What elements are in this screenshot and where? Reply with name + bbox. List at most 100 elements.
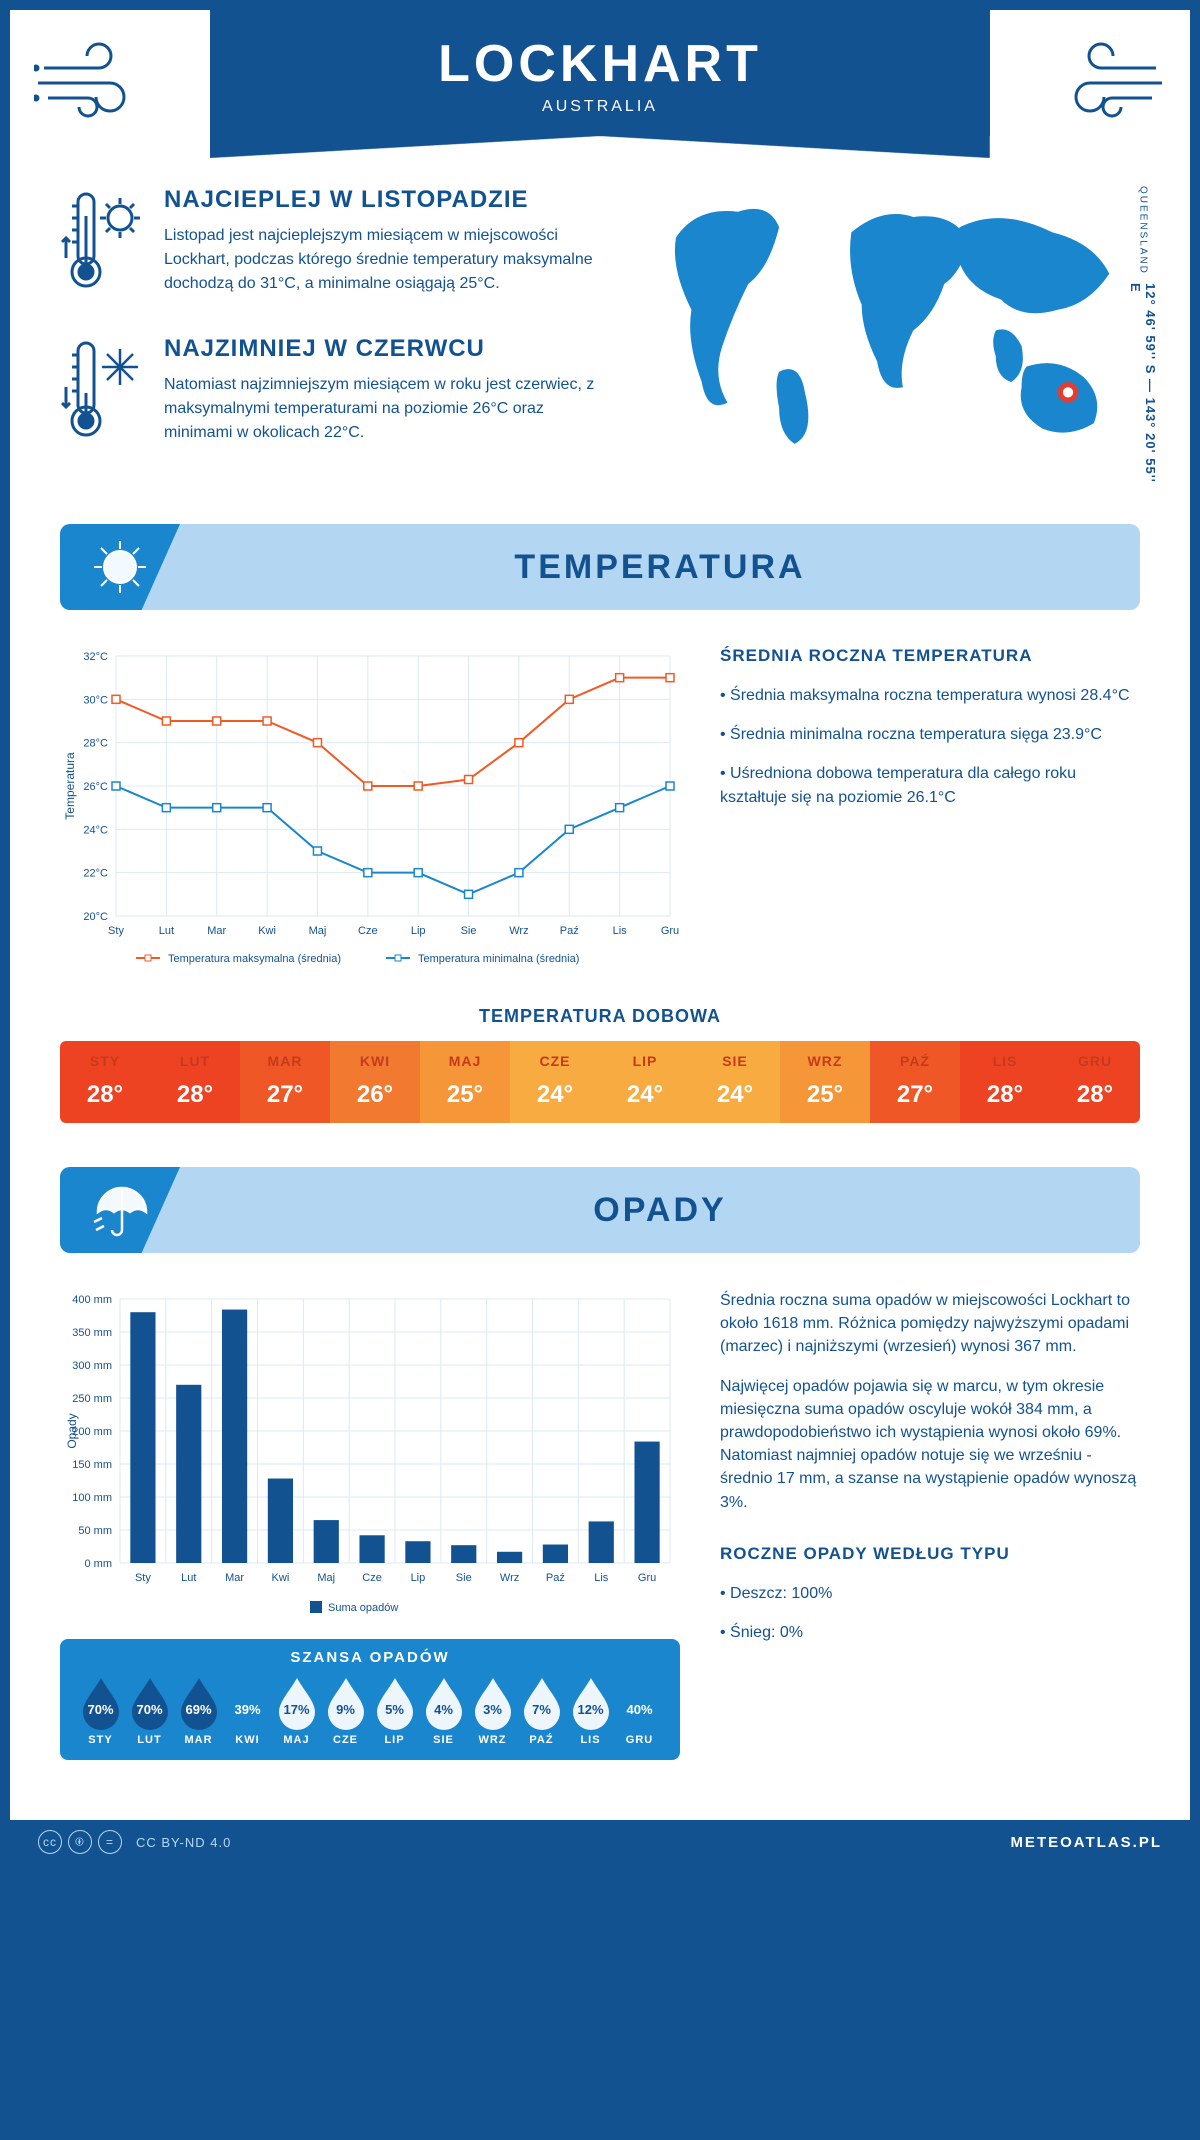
daily-temp-cell: LIP24°: [600, 1041, 690, 1123]
header: LOCKHART AUSTRALIA: [10, 10, 1190, 136]
temperature-banner: TEMPERATURA: [60, 524, 1140, 610]
svg-text:Cze: Cze: [358, 925, 378, 937]
svg-text:26°C: 26°C: [83, 781, 108, 793]
license-text: CC BY-ND 4.0: [136, 1835, 231, 1850]
rain-chance-drop: 39% KWI: [225, 1676, 270, 1746]
daily-temp-cell: LUT28°: [150, 1041, 240, 1123]
svg-text:Sie: Sie: [461, 925, 477, 937]
svg-text:Sty: Sty: [135, 1572, 151, 1584]
svg-text:Temperatura maksymalna (średni: Temperatura maksymalna (średnia): [168, 953, 341, 965]
daily-temp-cell: KWI26°: [330, 1041, 420, 1123]
svg-text:400 mm: 400 mm: [72, 1294, 112, 1306]
svg-text:Mar: Mar: [207, 925, 226, 937]
svg-text:Lip: Lip: [411, 1572, 426, 1584]
rain-summary: Średnia roczna suma opadów w miejscowośc…: [720, 1289, 1140, 1760]
svg-text:Lip: Lip: [411, 925, 426, 937]
svg-text:Gru: Gru: [638, 1572, 656, 1584]
warmest-body: Listopad jest najcieplejszym miesiącem w…: [164, 224, 605, 296]
rain-chance-panel: SZANSA OPADÓW 70% STY 70% LUT 69% MAR 39…: [60, 1639, 680, 1760]
rain-chance-drop: 12% LIS: [568, 1676, 613, 1746]
svg-text:350 mm: 350 mm: [72, 1327, 112, 1339]
svg-text:24°C: 24°C: [83, 824, 108, 836]
svg-text:300 mm: 300 mm: [72, 1360, 112, 1372]
rain-bar-chart: 0 mm50 mm100 mm150 mm200 mm250 mm300 mm3…: [60, 1289, 680, 1760]
temperature-bullet: • Uśredniona dobowa temperatura dla całe…: [720, 762, 1140, 808]
svg-text:Temperatura: Temperatura: [63, 752, 77, 820]
svg-text:Lis: Lis: [613, 925, 628, 937]
svg-text:150 mm: 150 mm: [72, 1459, 112, 1471]
daily-temp-cell: MAR27°: [240, 1041, 330, 1123]
rain-chance-drop: 70% LUT: [127, 1676, 172, 1746]
cc-icons: cc🅯=: [38, 1830, 122, 1854]
svg-text:Sty: Sty: [108, 925, 124, 937]
world-map: [645, 186, 1140, 459]
rain-type-line: • Deszcz: 100%: [720, 1582, 1140, 1605]
coldest-block: NAJZIMNIEJ W CZERWCU Natomiast najzimnie…: [60, 335, 605, 450]
daily-temp-cell: STY28°: [60, 1041, 150, 1123]
coldest-title: NAJZIMNIEJ W CZERWCU: [164, 335, 605, 363]
rain-type-line: • Śnieg: 0%: [720, 1621, 1140, 1644]
thermometer-sun-icon: [60, 186, 146, 301]
svg-text:Opady: Opady: [65, 1413, 79, 1448]
temperature-line-chart: 20°C 22°C 24°C 26°C 28°C 30°C 32°C Sty Lut Mar Kwi…: [60, 646, 680, 976]
svg-text:Kwi: Kwi: [258, 925, 276, 937]
rain-chance-drop: 7% PAŹ: [519, 1676, 564, 1746]
rain-chance-drop: 69% MAR: [176, 1676, 221, 1746]
daily-temp-cell: GRU28°: [1050, 1041, 1140, 1123]
sun-icon: [60, 524, 180, 610]
svg-text:28°C: 28°C: [83, 738, 108, 750]
svg-text:Mar: Mar: [225, 1572, 244, 1584]
svg-text:Wrz: Wrz: [500, 1572, 519, 1584]
svg-text:22°C: 22°C: [83, 868, 108, 880]
svg-text:Lut: Lut: [159, 925, 174, 937]
thermometer-snow-icon: [60, 335, 146, 450]
title-banner: LOCKHART AUSTRALIA: [210, 10, 990, 136]
svg-text:250 mm: 250 mm: [72, 1393, 112, 1405]
svg-text:Maj: Maj: [309, 925, 327, 937]
temperature-bullet: • Średnia minimalna roczna temperatura s…: [720, 723, 1140, 746]
rain-chance-drop: 70% STY: [78, 1676, 123, 1746]
daily-temp-cell: MAJ25°: [420, 1041, 510, 1123]
wind-swirl-icon: [1030, 10, 1190, 133]
daily-temp-cell: PAŹ27°: [870, 1041, 960, 1123]
temperature-summary: ŚREDNIA ROCZNA TEMPERATURA • Średnia mak…: [720, 646, 1140, 976]
svg-text:Lis: Lis: [594, 1572, 609, 1584]
svg-text:100 mm: 100 mm: [72, 1492, 112, 1504]
coordinates: QUEENSLAND 12° 46' 59'' S — 143° 20' 55'…: [1128, 186, 1158, 484]
warmest-title: NAJCIEPLEJ W LISTOPADZIE: [164, 186, 605, 214]
svg-text:Wrz: Wrz: [509, 925, 528, 937]
daily-temp-cell: SIE24°: [690, 1041, 780, 1123]
brand-name: METEOATLAS.PL: [1010, 1834, 1162, 1851]
svg-text:Maj: Maj: [317, 1572, 335, 1584]
daily-temp-table: STY28°LUT28°MAR27°KWI26°MAJ25°CZE24°LIP2…: [60, 1041, 1140, 1123]
rain-chance-drop: 3% WRZ: [470, 1676, 515, 1746]
daily-temp-cell: LIS28°: [960, 1041, 1050, 1123]
svg-text:0 mm: 0 mm: [85, 1558, 113, 1570]
umbrella-icon: [60, 1167, 180, 1253]
svg-text:Cze: Cze: [362, 1572, 382, 1584]
rain-chance-drop: 9% CZE: [323, 1676, 368, 1746]
daily-temp-cell: WRZ25°: [780, 1041, 870, 1123]
svg-text:Paź: Paź: [546, 1572, 565, 1584]
svg-text:Kwi: Kwi: [272, 1572, 290, 1584]
wind-swirl-icon: [10, 10, 170, 133]
coldest-body: Natomiast najzimniejszym miesiącem w rok…: [164, 373, 605, 445]
footer: cc🅯= CC BY-ND 4.0 METEOATLAS.PL: [10, 1820, 1190, 1864]
temperature-bullet: • Średnia maksymalna roczna temperatura …: [720, 684, 1140, 707]
country-name: AUSTRALIA: [210, 98, 990, 116]
svg-text:20°C: 20°C: [83, 911, 108, 923]
svg-text:32°C: 32°C: [83, 651, 108, 663]
svg-text:50 mm: 50 mm: [78, 1525, 112, 1537]
rain-chance-drop: 5% LIP: [372, 1676, 417, 1746]
rain-chance-drop: 17% MAJ: [274, 1676, 319, 1746]
rain-chance-drop: 4% SIE: [421, 1676, 466, 1746]
svg-text:30°C: 30°C: [83, 694, 108, 706]
svg-text:Suma opadów: Suma opadów: [328, 1602, 398, 1614]
daily-temp-cell: CZE24°: [510, 1041, 600, 1123]
svg-text:Gru: Gru: [661, 925, 679, 937]
warmest-block: NAJCIEPLEJ W LISTOPADZIE Listopad jest n…: [60, 186, 605, 301]
svg-text:Sie: Sie: [456, 1572, 472, 1584]
svg-text:Paź: Paź: [560, 925, 579, 937]
city-name: LOCKHART: [210, 34, 990, 94]
svg-text:Lut: Lut: [181, 1572, 196, 1584]
